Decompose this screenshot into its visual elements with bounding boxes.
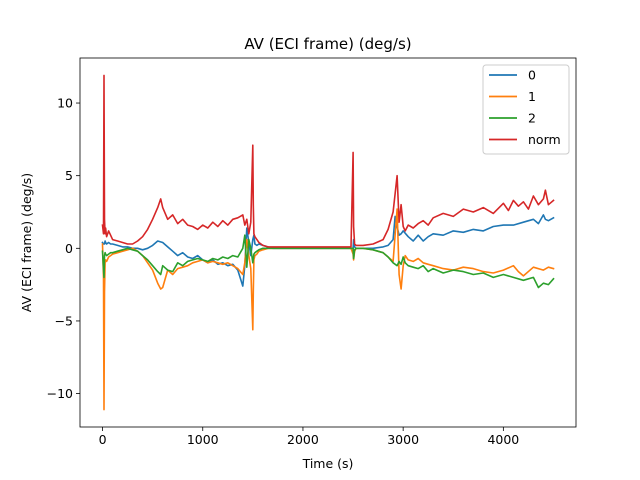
x-tick-label: 4000	[487, 432, 519, 447]
legend-box	[482, 64, 570, 155]
legend-label-2: 2	[528, 111, 536, 126]
x-tick-label: 3000	[387, 432, 419, 447]
y-tick-label: −10	[47, 386, 73, 401]
legend-label-0: 0	[528, 68, 536, 83]
x-tick-label: 2000	[287, 432, 319, 447]
legend-label-norm: norm	[528, 132, 561, 147]
legend-label-1: 1	[528, 89, 536, 104]
series-line-2	[101, 234, 555, 289]
series-line-norm	[101, 74, 555, 248]
y-tick-label: 10	[57, 96, 73, 111]
y-tick-label: 5	[65, 168, 73, 183]
series-layer	[101, 74, 555, 411]
x-axis: 0 1000 2000 3000 4000	[99, 427, 519, 447]
x-tick-label: 0	[99, 432, 107, 447]
chart-title: AV (ECI frame) (deg/s)	[244, 35, 411, 53]
x-axis-label: Time (s)	[302, 456, 354, 471]
y-axis: −10 −5 0 5 10	[47, 96, 80, 401]
y-axis-label: AV (ECI frame) (deg/s)	[19, 173, 34, 312]
x-tick-label: 1000	[187, 432, 219, 447]
y-tick-label: −5	[55, 313, 73, 328]
legend: 0 1 2 norm	[482, 64, 570, 155]
y-tick-label: 0	[65, 241, 73, 256]
plot-frame	[79, 57, 577, 428]
